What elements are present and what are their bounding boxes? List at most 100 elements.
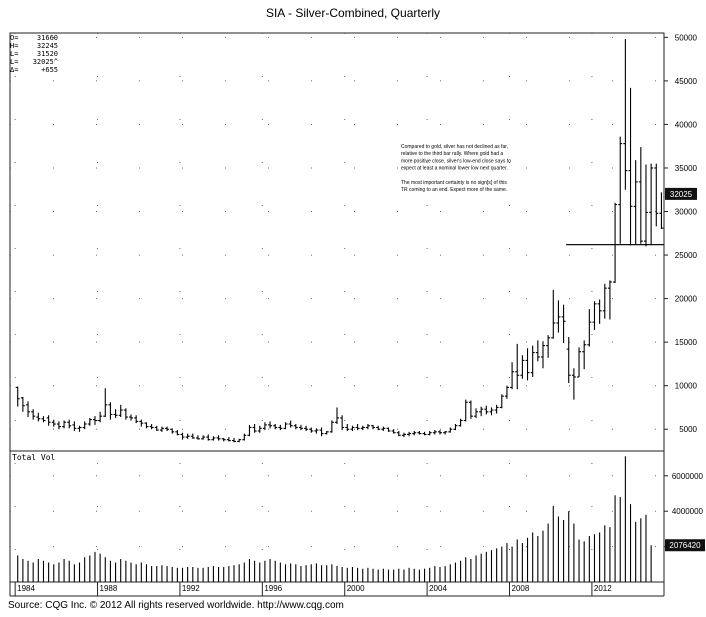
quote-label: Δ= bbox=[10, 66, 18, 74]
price-bar bbox=[659, 192, 664, 229]
price-bar bbox=[561, 304, 566, 344]
price-bar bbox=[412, 430, 417, 436]
price-bar bbox=[427, 430, 432, 436]
price-bar bbox=[499, 394, 504, 409]
price-bar bbox=[360, 425, 365, 431]
year-tick-label: 1992 bbox=[182, 584, 200, 593]
source-credit: Source: CQG Inc. © 2012 All rights reser… bbox=[8, 600, 344, 611]
price-tick-label: 30000 bbox=[675, 208, 698, 217]
quote-label: O= bbox=[10, 34, 18, 42]
price-bar bbox=[335, 407, 339, 425]
price-tick-label: 35000 bbox=[675, 164, 698, 173]
price-bar bbox=[381, 426, 386, 431]
price-bar bbox=[221, 437, 226, 442]
price-tick-label: 45000 bbox=[675, 77, 698, 86]
price-bar bbox=[602, 283, 607, 319]
price-bar bbox=[41, 416, 46, 423]
quote-label: L= bbox=[10, 50, 18, 58]
price-bar bbox=[571, 368, 576, 400]
price-bar bbox=[180, 432, 185, 440]
price-bar bbox=[510, 362, 515, 390]
price-bar bbox=[468, 400, 473, 419]
price-bar bbox=[474, 408, 479, 418]
annotation-line: The most important certainty is no sign[… bbox=[401, 180, 507, 186]
quote-value: 32245 bbox=[37, 42, 58, 50]
price-bar bbox=[36, 412, 41, 422]
price-bar bbox=[252, 424, 257, 433]
price-bar bbox=[623, 39, 628, 190]
price-bar bbox=[268, 421, 273, 429]
price-bar bbox=[195, 435, 200, 440]
price-bar bbox=[633, 160, 638, 245]
price-bar bbox=[638, 147, 643, 244]
price-bar bbox=[566, 336, 571, 384]
price-bar bbox=[72, 421, 77, 431]
price-bar bbox=[77, 425, 82, 432]
price-bar bbox=[628, 87, 633, 246]
price-bar bbox=[350, 425, 355, 431]
quote-label: L= bbox=[10, 58, 18, 66]
price-bar bbox=[654, 163, 659, 227]
price-bar bbox=[649, 163, 654, 245]
price-bar bbox=[417, 430, 422, 435]
annotation-line: expect at least a nominal lower low next… bbox=[401, 166, 508, 172]
year-tick-label: 2000 bbox=[347, 584, 365, 593]
price-bar bbox=[340, 415, 345, 431]
price-bar bbox=[324, 430, 329, 435]
price-bar bbox=[226, 437, 231, 442]
price-bar bbox=[386, 427, 391, 432]
price-bar bbox=[257, 425, 262, 433]
price-bar bbox=[278, 424, 283, 431]
price-bar bbox=[273, 424, 278, 430]
price-bar bbox=[443, 430, 448, 435]
price-bar bbox=[20, 397, 25, 412]
price-bar bbox=[494, 404, 499, 414]
quote-label: H= bbox=[10, 42, 18, 50]
price-bar bbox=[304, 425, 309, 431]
price-bar bbox=[134, 415, 139, 424]
annotation-line: Compared to gold, silver has not decline… bbox=[401, 144, 508, 150]
price-bar bbox=[283, 422, 288, 430]
price-bar bbox=[463, 399, 468, 422]
price-bar bbox=[123, 408, 128, 420]
price-bar bbox=[46, 415, 51, 426]
annotation-line: TR coming to an end. Expect more of the … bbox=[401, 187, 507, 193]
volume-tick-label: 4000000 bbox=[672, 507, 704, 516]
price-bar bbox=[149, 424, 154, 430]
price-bar bbox=[288, 420, 293, 428]
price-tick-label: 5000 bbox=[679, 425, 697, 434]
price-bar bbox=[520, 355, 525, 379]
volume-panel-frame bbox=[9, 450, 665, 583]
price-tick-label: 10000 bbox=[675, 382, 698, 391]
year-tick-label: 2004 bbox=[429, 584, 447, 593]
price-bar bbox=[587, 309, 592, 347]
price-bar bbox=[185, 433, 190, 439]
price-bar bbox=[643, 164, 648, 247]
price-bar bbox=[458, 418, 463, 427]
price-bar bbox=[139, 419, 144, 427]
price-bar bbox=[540, 341, 545, 369]
price-tick-label: 15000 bbox=[675, 338, 698, 347]
quote-value: 31660 bbox=[37, 34, 58, 42]
price-bar bbox=[51, 419, 56, 427]
price-bar bbox=[577, 347, 582, 378]
price-bar bbox=[31, 409, 36, 420]
year-tick-label: 1988 bbox=[100, 584, 118, 593]
last-volume-box bbox=[665, 539, 705, 552]
price-bar bbox=[62, 420, 67, 429]
price-bar bbox=[103, 388, 108, 418]
price-bar bbox=[613, 202, 618, 283]
price-bar bbox=[170, 428, 175, 434]
price-tick-label: 40000 bbox=[675, 120, 698, 129]
price-bar bbox=[293, 424, 298, 430]
price-bar bbox=[401, 432, 406, 438]
price-bar bbox=[535, 340, 540, 362]
price-bar bbox=[262, 422, 267, 431]
price-bar bbox=[108, 402, 113, 420]
price-bar bbox=[154, 425, 159, 431]
price-bar bbox=[391, 429, 396, 434]
price-bar bbox=[118, 404, 123, 418]
price-panel-frame bbox=[9, 32, 665, 452]
